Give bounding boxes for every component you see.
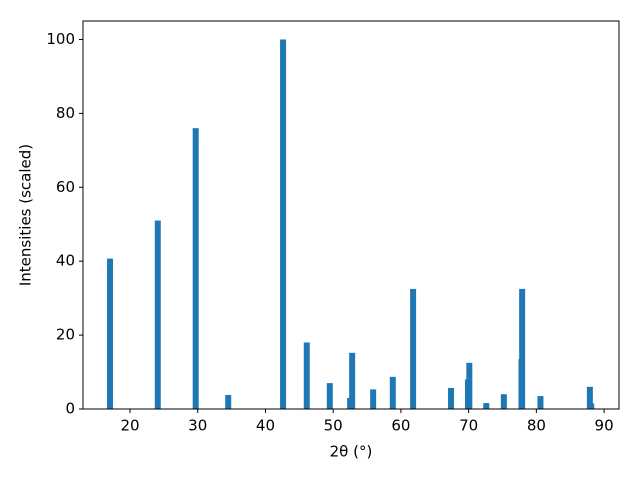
bar: [389, 376, 396, 409]
x-tick-label: 40: [256, 417, 275, 435]
bar: [410, 288, 417, 409]
bar: [349, 352, 356, 409]
y-tick-label: 40: [56, 252, 75, 270]
y-tick-label: 80: [56, 104, 75, 122]
x-tick-label: 90: [595, 417, 614, 435]
bar: [537, 396, 544, 409]
bar: [303, 342, 310, 409]
bar: [192, 128, 199, 409]
bar: [519, 288, 526, 409]
bar: [586, 386, 593, 409]
bar: [483, 403, 490, 409]
y-tick-label: 20: [56, 326, 75, 344]
bar: [107, 258, 114, 409]
x-tick-label: 20: [120, 417, 139, 435]
bar: [280, 39, 287, 409]
bar: [448, 387, 455, 409]
bar: [370, 389, 377, 409]
plot-frame: [82, 20, 620, 410]
bar: [466, 362, 473, 409]
y-tick-label: 60: [56, 178, 75, 196]
x-tick-label: 60: [391, 417, 410, 435]
bar: [326, 383, 333, 409]
x-axis-label: 2θ (°): [330, 443, 373, 461]
x-tick-label: 80: [527, 417, 546, 435]
bar: [225, 394, 232, 409]
y-axis-label: Intensities (scaled): [17, 144, 35, 286]
y-tick-label: 0: [65, 400, 75, 418]
x-tick-label: 30: [188, 417, 207, 435]
bar: [154, 220, 161, 409]
x-tick-label: 70: [459, 417, 478, 435]
x-tick-label: 50: [324, 417, 343, 435]
bar: [500, 394, 507, 409]
y-tick-label: 100: [46, 30, 75, 48]
bar: [588, 403, 595, 409]
